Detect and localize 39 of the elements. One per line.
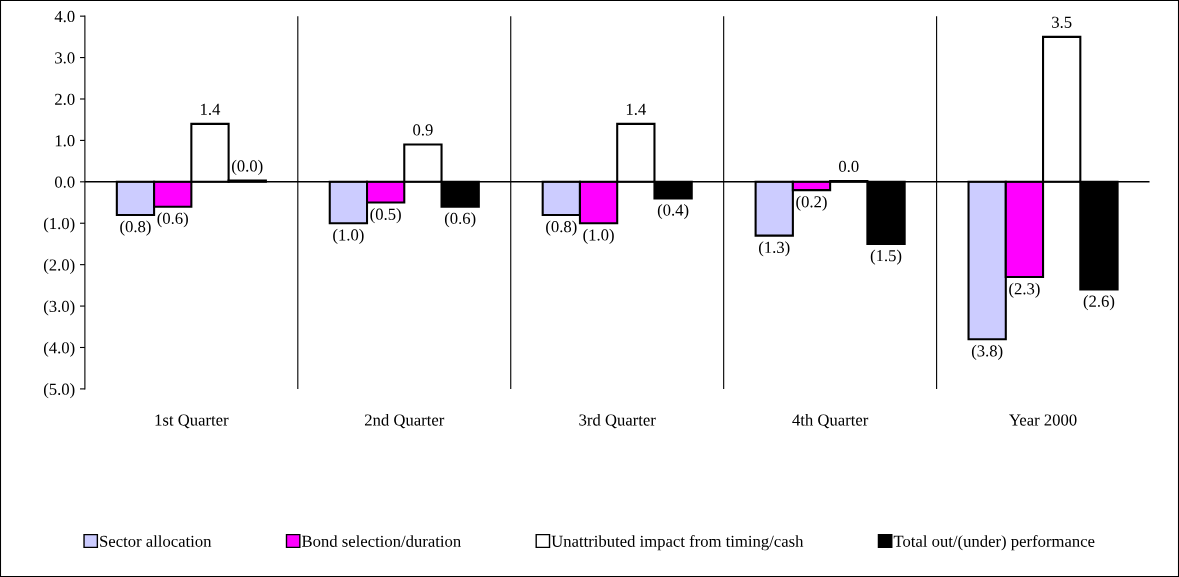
x-tick-label: 4th Quarter xyxy=(792,413,869,429)
data-label: (2.3) xyxy=(1009,282,1040,298)
legend-label: Bond selection/duration xyxy=(301,535,461,547)
legend-label: Sector allocation xyxy=(100,535,212,547)
y-tick-label: (4.0) xyxy=(43,341,75,357)
x-tick-label: Year 2000 xyxy=(1009,414,1077,426)
y-tick-label: 2.0 xyxy=(55,93,75,106)
data-label: (3.8) xyxy=(971,344,1003,360)
data-label: (1.3) xyxy=(759,241,790,257)
data-label: (1.5) xyxy=(870,249,902,265)
data-label: (0.6) xyxy=(157,212,188,228)
data-label: (0.4) xyxy=(657,203,689,220)
data-label: (0.5) xyxy=(370,208,401,224)
y-tick-label: 4.0 xyxy=(54,10,75,23)
data-label: (0.0) xyxy=(232,159,263,175)
data-label: (2.6) xyxy=(1083,295,1115,311)
x-tick-label: 1st Quarter xyxy=(155,414,229,429)
data-label: 3.5 xyxy=(1052,16,1072,28)
legend-label: Total out/(under) performance xyxy=(893,535,1095,551)
y-tick-label: (3.0) xyxy=(43,300,75,316)
y-tick-label: 3.0 xyxy=(55,52,75,64)
data-label: 1.4 xyxy=(201,103,221,115)
data-label: (0.8) xyxy=(546,220,577,236)
y-tick-label: 1.0 xyxy=(55,135,75,147)
x-tick-label: 3rd Quarter xyxy=(579,413,656,429)
data-label: (1.0) xyxy=(333,228,364,244)
data-label: (0.2) xyxy=(796,195,827,211)
y-tick-label: (5.0) xyxy=(43,383,75,399)
y-tick-label: 0.0 xyxy=(54,176,75,188)
data-label: 0.9 xyxy=(413,124,433,136)
legend-label: Unattributed impact from timing/cash xyxy=(551,535,804,551)
data-label: (0.8) xyxy=(120,220,151,236)
y-tick-label: (1.0) xyxy=(43,217,75,233)
data-label: 1.4 xyxy=(626,103,646,115)
data-label: (0.6) xyxy=(444,212,476,228)
y-tick-label: (2.0) xyxy=(43,258,75,274)
data-label: (1.0) xyxy=(583,228,614,244)
x-tick-label: 2nd Quarter xyxy=(364,413,445,429)
data-label: 0.0 xyxy=(838,160,859,173)
